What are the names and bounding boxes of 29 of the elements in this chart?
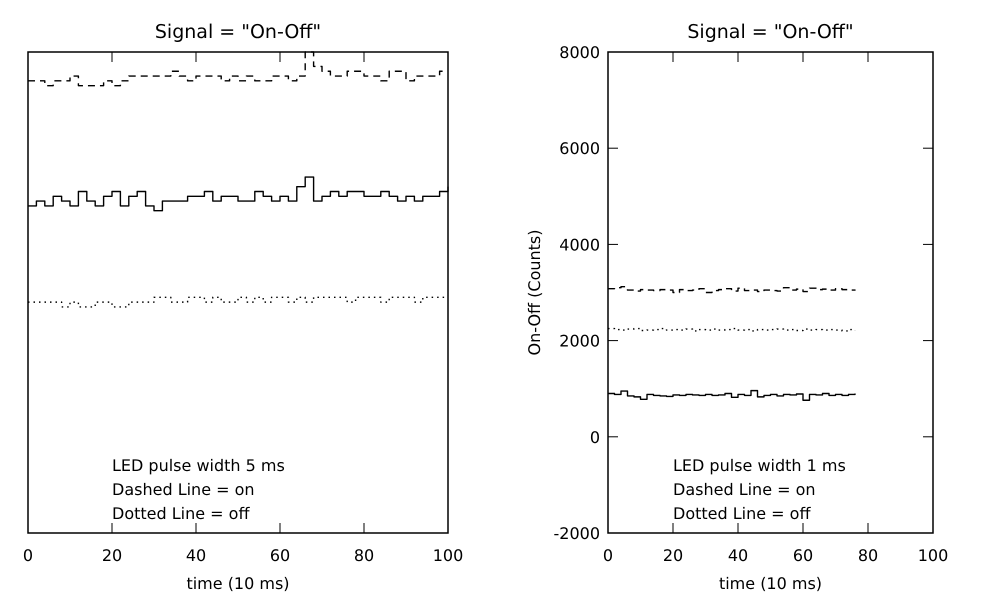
chart-title: Signal = "On-Off": [154, 21, 322, 43]
x-tick-label: 20: [102, 546, 122, 565]
y-axis-title: On-Off (Counts): [525, 230, 544, 356]
y-tick-label: 2000: [559, 332, 600, 351]
annotation: Dashed Line = on: [112, 480, 255, 499]
x-tick-label: 60: [270, 546, 290, 565]
x-tick-label: 80: [354, 546, 374, 565]
x-tick-label: 0: [602, 546, 614, 565]
annotation: Dotted Line = off: [112, 504, 250, 523]
annotation: LED pulse width 1 ms: [673, 456, 846, 475]
annotation: LED pulse width 5 ms: [112, 456, 285, 475]
x-tick-label: 40: [728, 546, 748, 565]
y-tick-label: 0: [590, 428, 600, 447]
x-tick-label: 20: [662, 546, 684, 565]
x-axis-title: time (10 ms): [186, 574, 290, 593]
x-tick-label: 80: [858, 546, 878, 565]
y-tick-label: 4000: [559, 235, 600, 254]
annotation: Dashed Line = on: [673, 480, 816, 499]
x-axis-title: time (10 ms): [718, 574, 822, 593]
chart-title: Signal = "On-Off": [687, 21, 854, 43]
x-tick-label: 0: [22, 546, 34, 565]
y-tick-label: -2000: [554, 524, 600, 543]
x-tick-label: 100: [918, 546, 948, 565]
x-tick-label: 60: [792, 546, 814, 565]
y-tick-label: 6000: [559, 139, 600, 158]
annotation: Dotted Line = off: [673, 504, 812, 523]
y-tick-label: 8000: [559, 43, 600, 62]
x-tick-label: 100: [432, 546, 464, 565]
x-tick-label: 40: [186, 546, 206, 565]
